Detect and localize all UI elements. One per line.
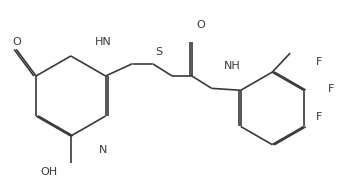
Text: HN: HN <box>95 37 112 47</box>
Text: O: O <box>196 20 205 30</box>
Text: O: O <box>13 37 21 47</box>
Text: S: S <box>155 47 162 57</box>
Text: F: F <box>329 84 335 94</box>
Text: F: F <box>316 112 322 122</box>
Text: NH: NH <box>224 60 241 70</box>
Text: N: N <box>99 145 107 155</box>
Text: F: F <box>316 57 322 67</box>
Text: OH: OH <box>41 167 58 177</box>
